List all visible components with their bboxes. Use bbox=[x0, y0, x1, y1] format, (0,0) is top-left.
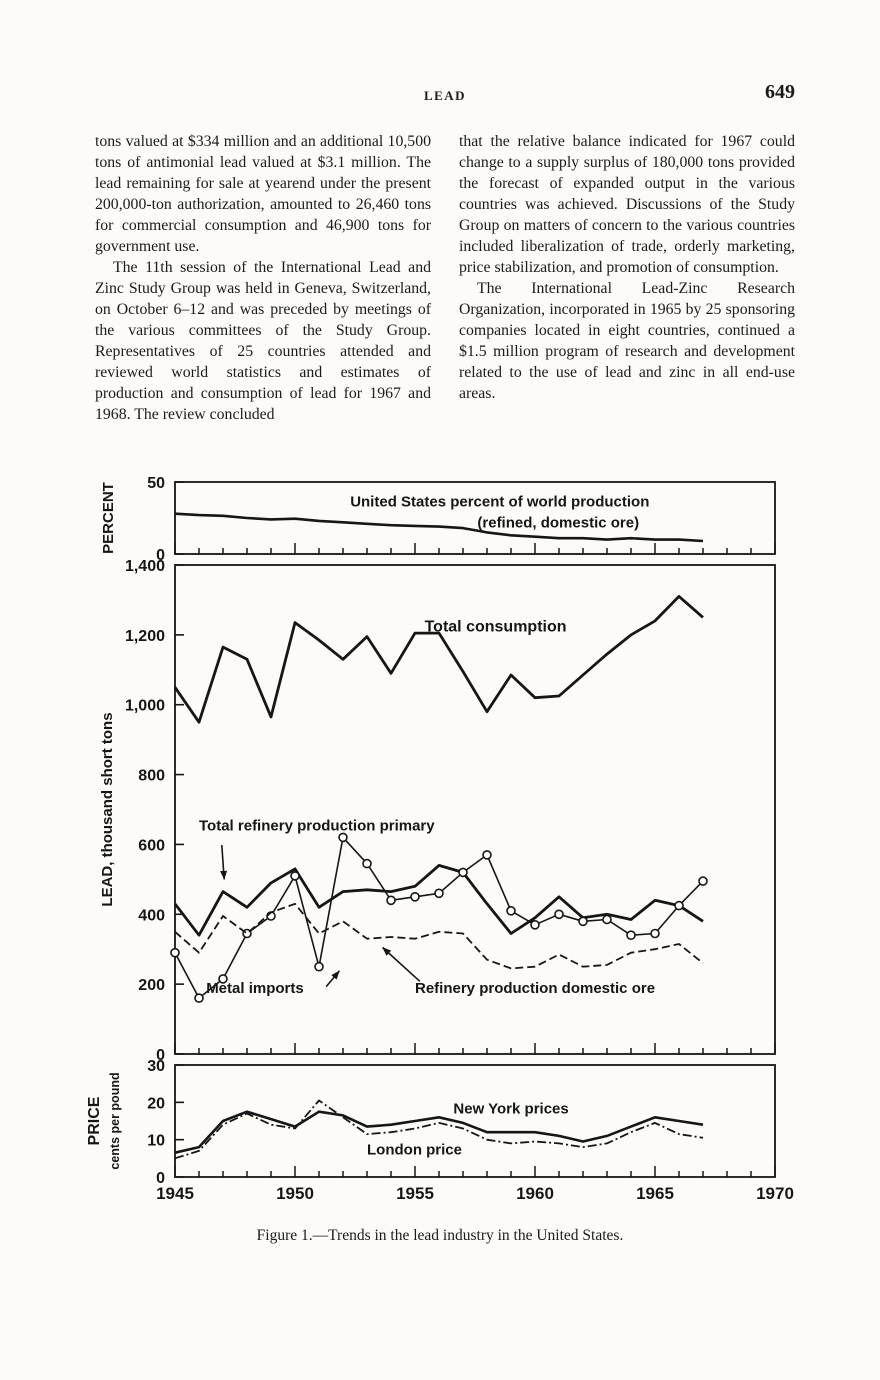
y-tick-label: 800 bbox=[138, 768, 165, 785]
marker-metal-imports bbox=[314, 961, 324, 972]
lead-trends-chart: 50 0 United States percent of world produc… bbox=[86, 475, 794, 1203]
marker-metal-imports bbox=[362, 858, 372, 869]
panel-frame bbox=[174, 1064, 776, 1178]
right-column: that the relative balance indicated for … bbox=[459, 131, 795, 425]
marker-metal-imports bbox=[674, 900, 684, 911]
y-tick-label: 0 bbox=[156, 547, 165, 564]
annotation-arrow bbox=[325, 970, 341, 988]
chart-annotation: United States percent of world productio… bbox=[350, 494, 649, 511]
y-tick-label: 200 bbox=[138, 977, 165, 994]
marker-metal-imports bbox=[386, 895, 396, 906]
marker-metal-imports bbox=[578, 916, 588, 927]
y-axis-label: PERCENT bbox=[100, 482, 117, 554]
marker-metal-imports bbox=[434, 888, 444, 899]
marker-metal-imports bbox=[458, 867, 468, 878]
x-tick-label: 1950 bbox=[276, 1184, 314, 1203]
series-united-states-percent-of-world-production bbox=[174, 512, 704, 543]
panel-frame bbox=[174, 564, 776, 1055]
y-tick-label: 1,200 bbox=[125, 628, 165, 645]
marker-metal-imports bbox=[338, 832, 348, 843]
x-tick-label: 1955 bbox=[396, 1184, 434, 1203]
marker-metal-imports bbox=[194, 993, 204, 1003]
annotation-arrow bbox=[220, 845, 228, 880]
x-tick-label: 1960 bbox=[516, 1184, 554, 1203]
y-axis-sublabel: cents per pound bbox=[108, 1072, 122, 1169]
series-refinery-production-domestic-ore bbox=[174, 902, 704, 970]
x-tick-label: 1945 bbox=[156, 1184, 194, 1203]
chart-annotation: Total refinery production primary bbox=[199, 818, 435, 835]
y-tick-label: 400 bbox=[138, 907, 165, 924]
series-new-york-prices bbox=[174, 1110, 704, 1154]
marker-metal-imports bbox=[410, 891, 420, 902]
panel-frame bbox=[174, 481, 776, 555]
annotation-arrow bbox=[382, 946, 421, 982]
figure-caption: Figure 1.—Trends in the lead industry in… bbox=[256, 1227, 624, 1244]
y-tick-label: 30 bbox=[147, 1058, 165, 1075]
marker-metal-imports bbox=[218, 974, 228, 984]
text-columns: tons valued at $334 million and an addit… bbox=[95, 131, 795, 425]
page-number: 649 bbox=[765, 81, 795, 103]
y-tick-label: 1,000 bbox=[125, 698, 165, 715]
marker-metal-imports bbox=[698, 876, 708, 886]
chart-annotation: New York prices bbox=[453, 1101, 568, 1118]
y-axis-label: PRICE bbox=[86, 1096, 103, 1145]
y-tick-label: 0 bbox=[156, 1047, 165, 1064]
marker-metal-imports bbox=[650, 928, 660, 939]
series-total-refinery-production-primary bbox=[173, 863, 704, 937]
marker-metal-imports bbox=[482, 850, 492, 860]
running-title: LEAD bbox=[423, 88, 467, 103]
chart-annotation: Total consumption bbox=[425, 618, 567, 635]
paragraph: The 11th session of the International Le… bbox=[95, 259, 431, 423]
marker-metal-imports bbox=[290, 871, 300, 881]
marker-metal-imports bbox=[626, 930, 636, 941]
chart-annotation: Metal imports bbox=[206, 980, 304, 997]
y-axis-label: LEAD, thousand short tons bbox=[99, 712, 116, 906]
marker-metal-imports bbox=[554, 909, 564, 920]
left-column: tons valued at $334 million and an addit… bbox=[95, 131, 431, 425]
y-tick-label: 20 bbox=[147, 1095, 165, 1112]
figure: 50 0 United States percent of world produc… bbox=[0, 472, 880, 1245]
marker-metal-imports bbox=[602, 914, 612, 925]
paragraph: The International Lead-Zinc Research Org… bbox=[459, 280, 795, 402]
paragraph: tons valued at $334 million and an addit… bbox=[95, 133, 431, 255]
y-tick-label: 1,400 bbox=[125, 558, 165, 575]
page-header: LEAD 649 bbox=[95, 81, 795, 114]
y-tick-label: 600 bbox=[138, 837, 165, 854]
y-tick-label: 10 bbox=[147, 1133, 165, 1150]
marker-metal-imports bbox=[170, 947, 180, 958]
marker-metal-imports bbox=[506, 905, 516, 916]
y-tick-label: 50 bbox=[147, 475, 165, 492]
chart-annotation: London price bbox=[367, 1142, 462, 1159]
chart-annotation: (refined, domestic ore) bbox=[477, 514, 639, 531]
chart-annotation: Refinery production domestic ore bbox=[415, 980, 655, 997]
y-tick-label: 0 bbox=[156, 1170, 165, 1187]
marker-metal-imports bbox=[530, 919, 540, 930]
series-london-price bbox=[174, 1099, 704, 1160]
x-tick-label: 1965 bbox=[636, 1184, 674, 1203]
series-total-consumption bbox=[173, 595, 704, 724]
paragraph: that the relative balance indicated for … bbox=[459, 133, 795, 276]
x-tick-label: 1970 bbox=[756, 1184, 794, 1203]
